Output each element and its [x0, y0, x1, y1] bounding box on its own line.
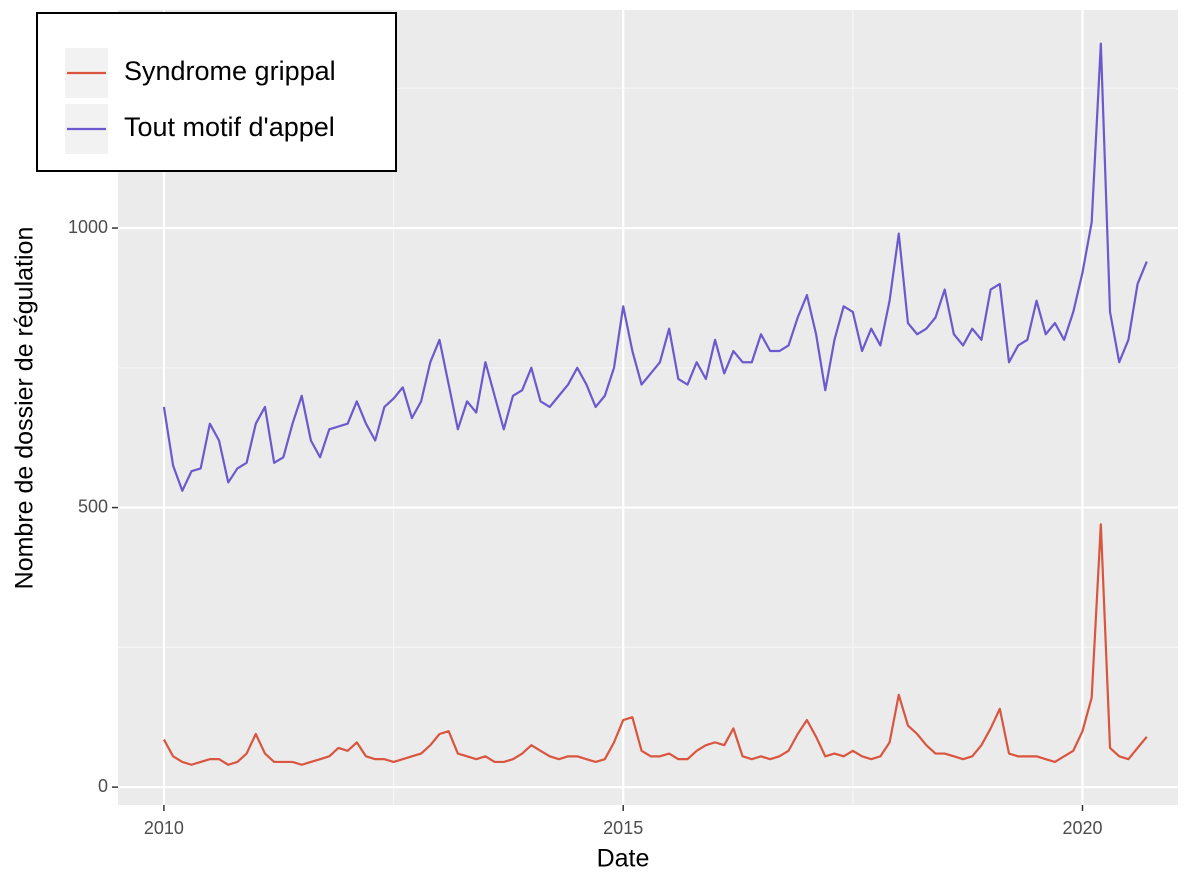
x-tick-label: 2010 — [144, 818, 184, 838]
x-tick-label: 2015 — [603, 818, 643, 838]
series-line — [162, 523, 1148, 766]
legend-label: Syndrome grippal — [124, 56, 336, 86]
series-line — [162, 42, 1148, 492]
lines — [162, 42, 1148, 766]
legend-label: Tout motif d'appel — [124, 112, 335, 142]
y-tick-label: 0 — [98, 776, 108, 796]
y-tick-label: 1000 — [68, 217, 108, 237]
legend: Syndrome grippal Tout motif d'appel — [36, 12, 397, 172]
x-tick-label: 2020 — [1062, 818, 1102, 838]
y-tick-label: 500 — [78, 496, 108, 516]
y-axis-label: Nombre de dossier de régulation — [11, 227, 39, 590]
x-axis-label: Date — [597, 845, 650, 873]
